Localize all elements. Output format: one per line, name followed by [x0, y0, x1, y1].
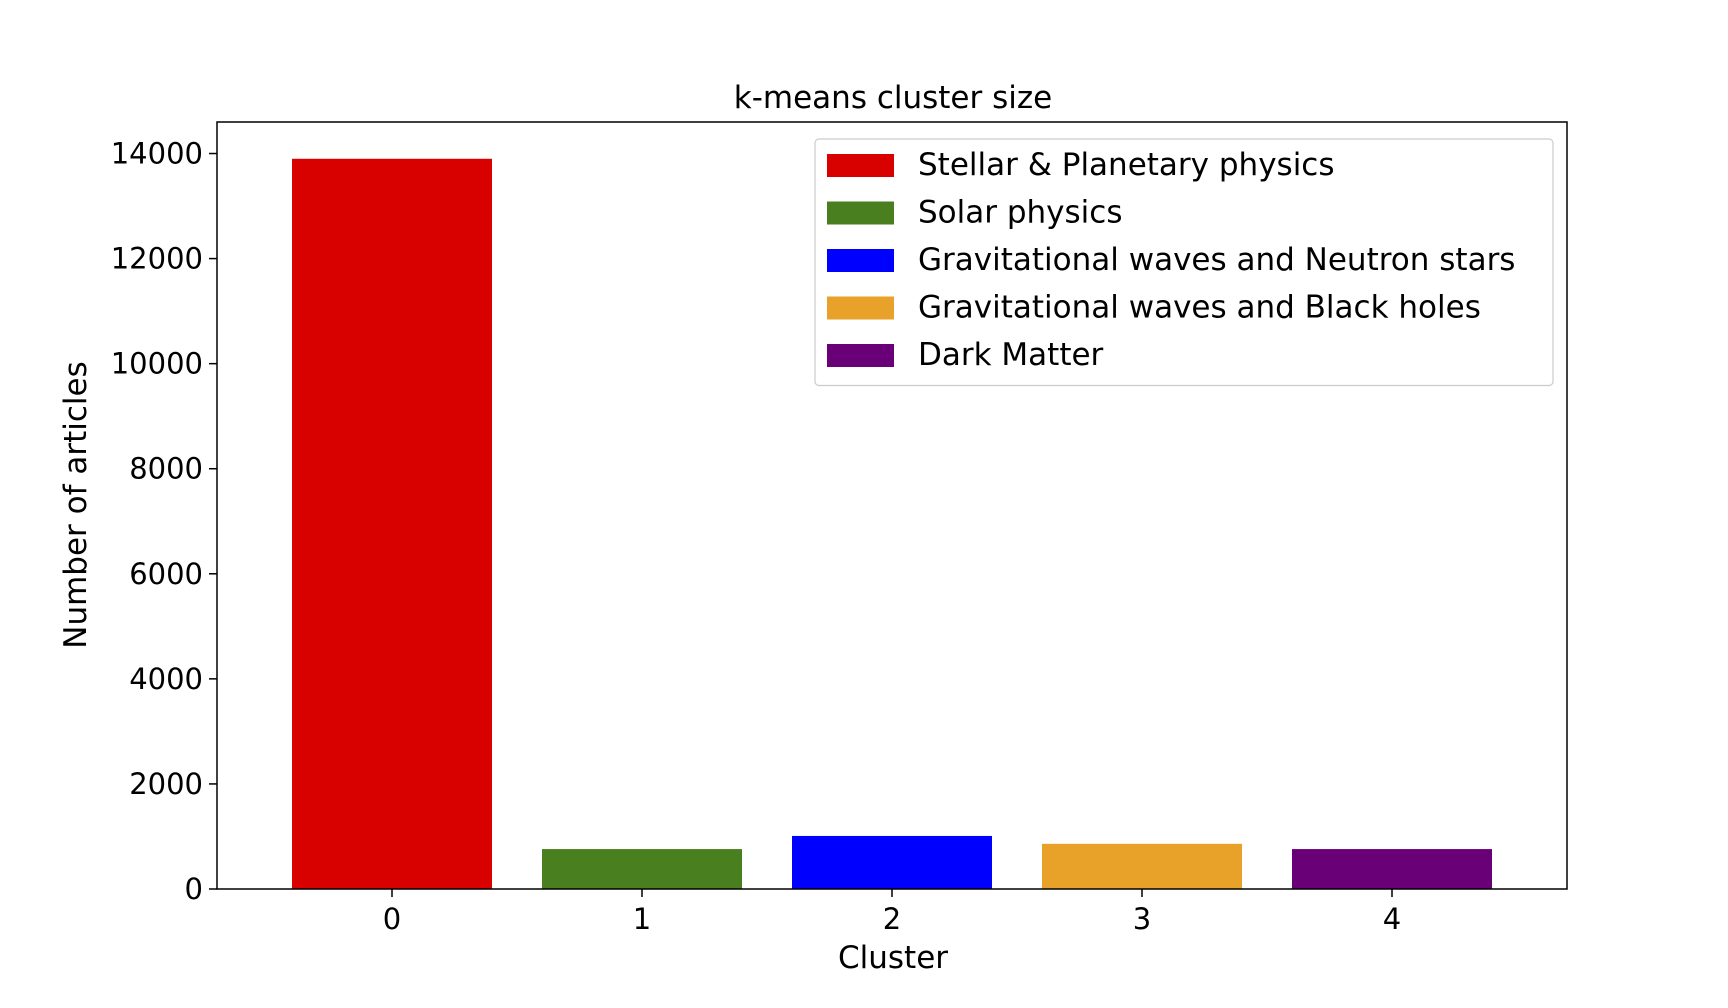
y-tick-label-2000: 2000	[129, 767, 203, 801]
legend-swatch-2	[827, 249, 894, 272]
x-tick-label-0: 0	[383, 902, 401, 936]
legend-label-0: Stellar & Planetary physics	[918, 147, 1335, 183]
legend-swatch-3	[827, 296, 894, 320]
legend-label-3: Gravitational waves and Black holes	[918, 290, 1481, 326]
y-tick-label-8000: 8000	[129, 452, 203, 486]
x-tick-label-3: 3	[1133, 902, 1151, 936]
legend-label-1: Solar physics	[918, 195, 1122, 231]
legend-label-2: Gravitational waves and Neutron stars	[918, 242, 1515, 278]
bar-0	[292, 158, 492, 889]
x-axis-label: Cluster	[838, 940, 948, 976]
legend: Stellar & Planetary physics Solar physics…	[814, 138, 1554, 387]
y-axis-label: Number of articles	[58, 361, 94, 649]
bar-3	[1042, 843, 1242, 889]
legend-label-4: Dark Matter	[918, 337, 1104, 373]
chart-title: k-means cluster size	[734, 80, 1052, 116]
plot-area: 0 1 2 3 4 0 2000 4000 6000 8000 10000 12000 14000	[111, 121, 1568, 936]
legend-swatch-4	[827, 344, 894, 367]
legend-box	[814, 138, 1554, 387]
y-tick-label-6000: 6000	[129, 557, 203, 591]
bar-4	[1292, 849, 1492, 889]
plot-frame	[216, 121, 1568, 890]
y-tick-label-0: 0	[185, 872, 203, 906]
bar-1	[542, 849, 742, 889]
legend-swatch-0	[827, 154, 894, 177]
bar-2	[792, 835, 992, 889]
y-tick-label-12000: 12000	[111, 242, 203, 276]
legend-swatch-1	[827, 201, 894, 225]
y-tick-label-10000: 10000	[111, 347, 203, 381]
x-tick-label-4: 4	[1383, 902, 1401, 936]
y-tick-label-4000: 4000	[129, 662, 203, 696]
y-tick-label-14000: 14000	[111, 137, 203, 171]
x-tick-label-2: 2	[883, 902, 901, 936]
x-tick-label-1: 1	[633, 902, 651, 936]
